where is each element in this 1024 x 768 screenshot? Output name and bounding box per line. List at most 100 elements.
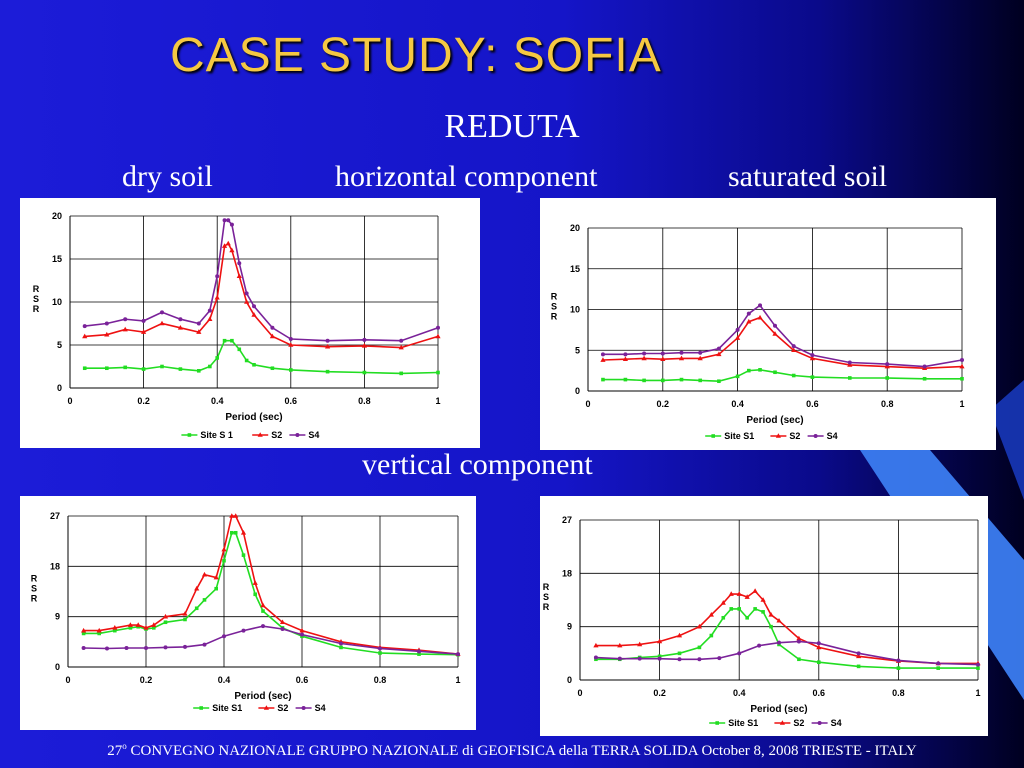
chart2-data-point bbox=[241, 553, 246, 557]
chart2-data-point bbox=[252, 580, 258, 585]
chart2-legend: Site S1 S2 S4 bbox=[193, 703, 326, 713]
chart3-series-0 bbox=[594, 607, 980, 670]
chart1-data-point bbox=[848, 376, 852, 380]
chart1-data-point bbox=[679, 377, 684, 382]
chart2-data-point bbox=[417, 649, 421, 654]
chart1-data-point bbox=[717, 379, 721, 384]
chart1-data-point bbox=[747, 368, 751, 373]
chart0-data-point bbox=[207, 316, 213, 321]
chart0-data-point bbox=[361, 343, 367, 348]
chart0-data-point bbox=[160, 364, 164, 369]
chart0-data-point bbox=[244, 291, 249, 296]
chart2-data-point bbox=[194, 606, 199, 611]
chart2-data-point bbox=[96, 627, 102, 633]
chart1-data-point bbox=[959, 363, 965, 369]
footer-text: CONVEGNO NAZIONALE GRUPPO NAZIONALE di G… bbox=[126, 743, 917, 759]
chart3-data-point bbox=[708, 612, 714, 617]
chart1-data-point bbox=[678, 355, 685, 361]
chart-saturated-vertical: 0 0.2 0.4 0.6 0.8 1 0 9 18 27 Period (sec) R S R Site … bbox=[543, 515, 981, 728]
chart0-legend-label: S2 bbox=[271, 430, 282, 440]
chart2-data-point bbox=[97, 631, 101, 636]
chart2-legend-label: Site S1 bbox=[212, 703, 242, 713]
chart1-data-point bbox=[698, 350, 703, 355]
chart0-data-point bbox=[244, 358, 249, 363]
chart3-data-point bbox=[816, 641, 821, 646]
chart-panel-saturated-vertical: 0 0.2 0.4 0.6 0.8 1 0 9 18 27 Period (sec) R S R Site … bbox=[540, 496, 988, 736]
chart3-data-point bbox=[769, 624, 773, 629]
chart2-data-point bbox=[105, 646, 109, 651]
chart2-data-point bbox=[229, 513, 235, 518]
chart1-data-point bbox=[791, 373, 796, 378]
chart0-data-point bbox=[436, 370, 440, 375]
chart1-data-point bbox=[600, 352, 605, 357]
chart2-data-point bbox=[339, 645, 343, 650]
chart0-data-point bbox=[226, 218, 231, 223]
chart2-data-point bbox=[299, 627, 305, 633]
chart2-data-point bbox=[417, 652, 421, 656]
chart3-x-tick-label: 1 bbox=[975, 688, 980, 698]
chart2-legend-marker bbox=[263, 705, 269, 710]
chart2-data-point bbox=[201, 571, 208, 577]
chart0-x-tick-label: 0.6 bbox=[285, 396, 298, 406]
chart0-y-tick-label: 15 bbox=[52, 254, 62, 264]
chart0-legend-marker bbox=[257, 432, 263, 437]
chart0-data-point bbox=[177, 325, 183, 330]
chart3-legend-label: S4 bbox=[831, 718, 842, 728]
chart3-data-point bbox=[709, 633, 714, 638]
chart1-legend: Site S1 S2 S4 bbox=[705, 431, 838, 441]
chart1-data-point bbox=[660, 351, 665, 356]
chart1-data-point bbox=[746, 311, 751, 316]
chart0-legend-label: S4 bbox=[308, 430, 319, 440]
chart3-data-point bbox=[896, 666, 901, 670]
chart2-data-point bbox=[213, 574, 219, 580]
chart0-series-1 bbox=[82, 240, 441, 350]
chart1-y-tick-label: 20 bbox=[570, 223, 580, 233]
chart1-data-point bbox=[735, 327, 740, 332]
chart0-y-tick-label: 5 bbox=[57, 340, 62, 350]
chart0-data-point bbox=[178, 367, 183, 371]
chart2-legend-label: S2 bbox=[277, 703, 288, 713]
chart1-data-point bbox=[698, 378, 702, 383]
chart2-data-point bbox=[81, 631, 86, 636]
chart3-data-point bbox=[637, 641, 643, 647]
slide-footer: 27o CONVEGNO NAZIONALE GRUPPO NAZIONALE … bbox=[0, 741, 1024, 760]
chart1-data-point bbox=[661, 378, 665, 383]
chart2-data-point bbox=[233, 530, 238, 535]
chart0-y-tick-label: 0 bbox=[57, 383, 62, 393]
chart0-data-point bbox=[229, 247, 235, 253]
chart0-legend-label: Site S 1 bbox=[200, 430, 233, 440]
chart0-x-tick-label: 1 bbox=[435, 396, 440, 406]
chart1-series-line bbox=[603, 368, 962, 383]
chart1-data-point bbox=[922, 364, 927, 369]
chart2-data-point bbox=[144, 645, 148, 650]
chart2-y-tick-label: 27 bbox=[50, 511, 60, 521]
chart0-data-point bbox=[288, 342, 294, 347]
chart0-x-tick-label: 0.8 bbox=[358, 396, 371, 406]
chart3-data-point bbox=[768, 612, 774, 617]
chart2-data-point bbox=[162, 613, 169, 619]
chart1-data-point bbox=[885, 376, 889, 380]
chart0-data-point bbox=[160, 310, 164, 315]
footer-superscript: o bbox=[122, 741, 127, 751]
chart1-data-point bbox=[641, 355, 647, 361]
chart3-data-point bbox=[677, 651, 682, 656]
chart2-data-point bbox=[183, 644, 187, 649]
chart0-data-point bbox=[325, 338, 330, 343]
chart0-x-tick-label: 0 bbox=[67, 396, 72, 406]
chart1-data-point bbox=[601, 377, 605, 382]
chart1-x-axis-label: Period (sec) bbox=[746, 415, 803, 426]
chart1-data-point bbox=[773, 370, 777, 375]
chart2-x-tick-label: 0.4 bbox=[218, 675, 231, 685]
chart0-data-point bbox=[269, 333, 275, 339]
chart0-data-point bbox=[208, 364, 212, 369]
chart0-legend-marker bbox=[295, 433, 300, 437]
chart0-x-tick-label: 0.4 bbox=[211, 396, 224, 406]
chart3-legend-marker bbox=[779, 720, 785, 725]
chart0-data-point bbox=[197, 369, 201, 373]
chart0-legend: Site S 1 S2 S4 bbox=[181, 430, 319, 440]
footer-number: 27 bbox=[107, 743, 123, 759]
chart2-data-point bbox=[300, 632, 304, 637]
chart1-data-point bbox=[810, 375, 815, 379]
chart0-data-point bbox=[236, 273, 242, 278]
